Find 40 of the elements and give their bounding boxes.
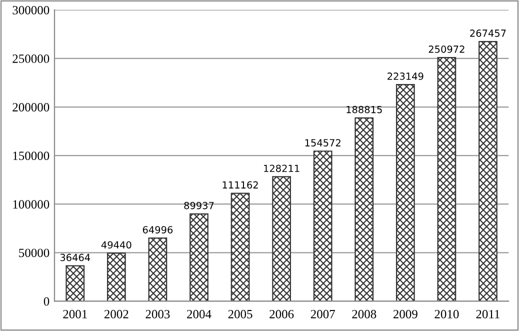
data-label: 250972 [428, 46, 464, 53]
y-tick-label: 0 [44, 297, 50, 306]
data-label: 128211 [264, 164, 300, 172]
y-tick-label: 250000 [12, 54, 50, 63]
data-label: 267457 [470, 30, 506, 37]
data-label: 154572 [305, 139, 340, 146]
bar [437, 56, 456, 302]
x-tick-label: 2007 [310, 310, 335, 318]
x-tick-label: 2004 [187, 310, 212, 318]
data-label: 64996 [142, 226, 173, 234]
x-tick-label: 2005 [228, 310, 252, 318]
data-label: 89937 [184, 202, 214, 210]
x-tick-label: 2006 [270, 310, 294, 318]
x-tick-label: 2001 [63, 310, 87, 318]
x-tick-label: 2002 [104, 310, 128, 318]
x-tick-label: 2011 [476, 310, 500, 318]
y-tick-label: 200000 [12, 103, 50, 112]
x-tick-label: 2009 [393, 310, 418, 318]
bar [190, 213, 208, 302]
bar [148, 238, 168, 302]
bar [354, 117, 374, 302]
y-tick-label: 150000 [13, 152, 50, 160]
x-tick-label: 2003 [146, 310, 170, 318]
y-tick-label: 100000 [13, 200, 50, 209]
data-label: 36464 [60, 254, 90, 262]
x-tick-label: 2010 [434, 310, 459, 318]
data-label: 223149 [388, 72, 424, 80]
y-tick-label: 300000 [12, 6, 50, 14]
bar [272, 176, 291, 302]
data-label: 49440 [101, 241, 132, 249]
bar [396, 84, 415, 302]
bar [313, 150, 332, 302]
y-tick-label: 50000 [19, 248, 50, 258]
bar [66, 265, 85, 302]
data-label: 188815 [346, 106, 382, 114]
x-tick-label: 2008 [352, 310, 376, 318]
data-label: 111162 [222, 181, 258, 189]
bar [230, 192, 250, 302]
bar [106, 252, 126, 302]
bar [478, 40, 498, 302]
